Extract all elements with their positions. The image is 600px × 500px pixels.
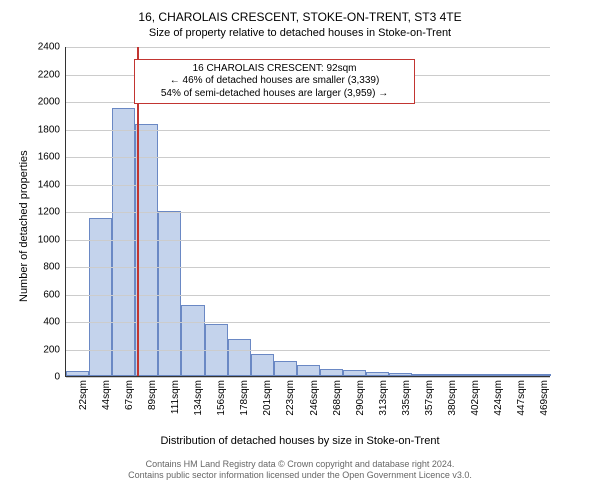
y-tick-label: 1400 [20, 179, 60, 190]
histogram-bar [89, 218, 112, 376]
histogram-bar [482, 374, 505, 376]
histogram-bar [412, 374, 435, 376]
x-tick-label: 290sqm [355, 380, 366, 416]
x-tick-label: 447sqm [516, 380, 527, 416]
x-tick-label: 67sqm [124, 380, 135, 410]
histogram-bar [528, 374, 551, 376]
y-tick-label: 200 [20, 344, 60, 355]
annotation-line1: 16 CHAROLAIS CRESCENT: 92sqm [141, 63, 408, 76]
x-tick-label: 134sqm [193, 380, 204, 416]
gridline [66, 377, 550, 378]
chart-title-line2: Size of property relative to detached ho… [0, 27, 600, 39]
histogram-bar [343, 370, 366, 376]
y-tick-label: 1200 [20, 207, 60, 218]
y-tick-label: 800 [20, 262, 60, 273]
histogram-bar [158, 211, 181, 376]
histogram-bar [112, 108, 135, 376]
chart-title-line1: 16, CHAROLAIS CRESCENT, STOKE-ON-TRENT, … [0, 10, 600, 24]
y-tick-label: 400 [20, 317, 60, 328]
x-tick-label: 424sqm [493, 380, 504, 416]
plot-area: 0200400600800100012001400160018002000220… [65, 47, 550, 377]
histogram-bar [366, 372, 389, 376]
y-tick-label: 600 [20, 289, 60, 300]
histogram-bar [297, 365, 320, 376]
x-tick-label: 380sqm [447, 380, 458, 416]
y-tick-label: 2200 [20, 69, 60, 80]
x-tick-label: 223sqm [285, 380, 296, 416]
histogram-bar [459, 374, 482, 376]
histogram-bar [66, 371, 89, 377]
x-tick-label: 313sqm [378, 380, 389, 416]
annotation-line3: 54% of semi-detached houses are larger (… [141, 88, 408, 101]
y-tick-label: 0 [20, 372, 60, 383]
x-tick-label: 178sqm [239, 380, 250, 416]
histogram-bar [320, 369, 343, 376]
x-tick-label: 357sqm [424, 380, 435, 416]
x-tick-label: 469sqm [539, 380, 550, 416]
footer-line1: Contains HM Land Registry data © Crown c… [0, 459, 600, 470]
annotation-line2: ← 46% of detached houses are smaller (3,… [141, 75, 408, 88]
histogram-bar [436, 374, 459, 376]
histogram-bar [274, 361, 297, 376]
x-tick-label: 402sqm [470, 380, 481, 416]
y-tick-label: 1800 [20, 124, 60, 135]
y-tick-label: 1600 [20, 152, 60, 163]
x-tick-label: 111sqm [170, 380, 181, 414]
histogram-bar [181, 305, 204, 377]
x-tick-label: 246sqm [309, 380, 320, 416]
histogram-bar [251, 354, 274, 376]
x-tick-label: 89sqm [147, 380, 158, 410]
y-tick-label: 2000 [20, 97, 60, 108]
x-tick-label: 335sqm [401, 380, 412, 416]
x-tick-label: 268sqm [332, 380, 343, 416]
histogram-bar [505, 374, 528, 376]
footer-line2: Contains public sector information licen… [0, 470, 600, 481]
x-tick-label: 44sqm [101, 380, 112, 410]
y-tick-label: 1000 [20, 234, 60, 245]
x-tick-label: 22sqm [78, 380, 89, 410]
y-axis-label: Number of detached properties [18, 150, 30, 302]
x-axis-label: Distribution of detached houses by size … [0, 435, 600, 447]
histogram-bar [228, 339, 251, 376]
histogram-bar [389, 373, 412, 376]
x-tick-label: 201sqm [262, 380, 273, 416]
plot-inner: 0200400600800100012001400160018002000220… [66, 47, 550, 376]
annotation-box: 16 CHAROLAIS CRESCENT: 92sqm← 46% of det… [134, 59, 415, 105]
y-tick-label: 2400 [20, 42, 60, 53]
x-tick-label: 156sqm [216, 380, 227, 416]
footer: Contains HM Land Registry data © Crown c… [0, 459, 600, 481]
figure: 16, CHAROLAIS CRESCENT, STOKE-ON-TRENT, … [0, 0, 600, 500]
